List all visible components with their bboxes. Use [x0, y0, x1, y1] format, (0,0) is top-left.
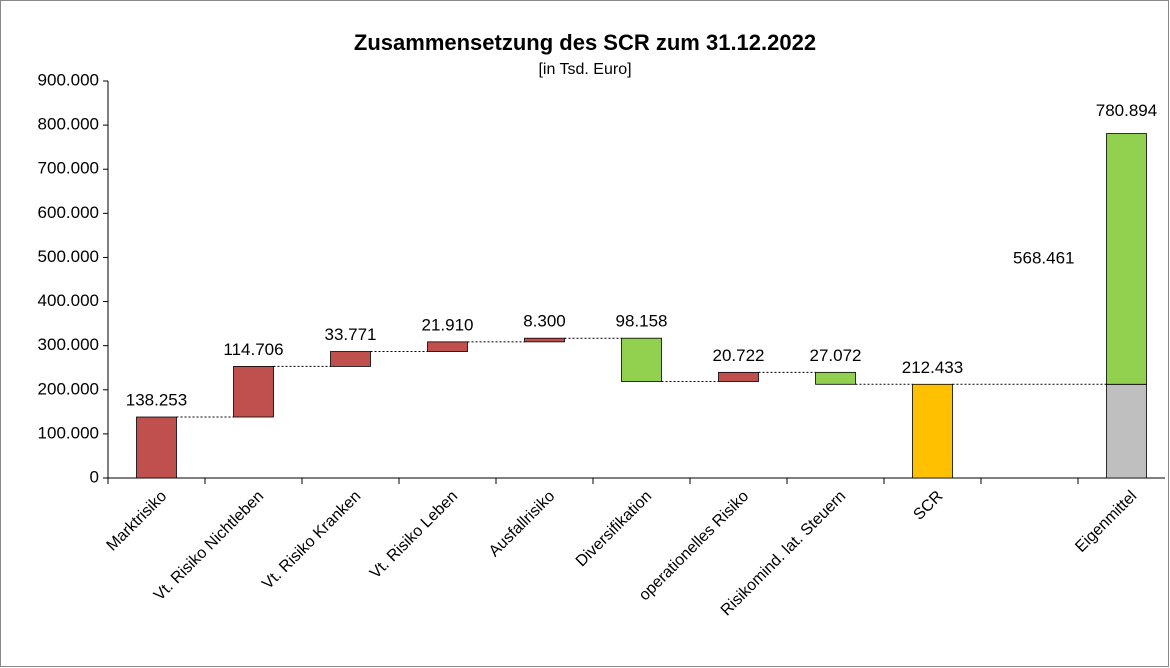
bar-increase	[136, 416, 177, 479]
y-tick-label: 100.000	[38, 423, 99, 442]
value-label: 98.158	[616, 312, 668, 331]
bar-increase	[330, 351, 371, 367]
value-label: 33.771	[325, 325, 377, 344]
y-tick-label: 500.000	[38, 247, 99, 266]
bar-decrease	[815, 371, 856, 385]
value-label: 20.722	[713, 346, 765, 365]
y-tick-label: 700.000	[38, 159, 99, 178]
bar-decrease	[621, 337, 662, 382]
total-label: 780.894	[1096, 101, 1157, 120]
value-label: 8.300	[523, 312, 566, 331]
y-tick-label: 0	[90, 467, 99, 486]
bar-increase	[427, 341, 468, 352]
y-tick-label: 600.000	[38, 203, 99, 222]
y-tick-label: 900.000	[38, 70, 99, 89]
bar-total	[912, 383, 953, 479]
bar-stacked	[1106, 133, 1147, 385]
bar-increase	[233, 366, 274, 418]
bar-increase	[718, 371, 759, 382]
value-label: 212.433	[902, 358, 963, 377]
y-tick-label: 200.000	[38, 379, 99, 398]
value-label: 138.253	[126, 390, 187, 409]
value-label: 21.910	[422, 315, 474, 334]
bar-increase	[524, 337, 565, 343]
value-label: 114.706	[223, 340, 283, 359]
y-tick-label: 300.000	[38, 335, 99, 354]
bar-base	[1106, 383, 1147, 479]
value-label: 27.072	[810, 346, 862, 365]
chart-subtitle: [in Tsd. Euro]	[538, 61, 631, 78]
y-tick-label: 400.000	[38, 291, 99, 310]
value-label: 568.461	[1013, 248, 1074, 267]
chart-title: Zusammensetzung des SCR zum 31.12.2022	[354, 30, 816, 55]
y-tick-label: 800.000	[38, 115, 99, 134]
